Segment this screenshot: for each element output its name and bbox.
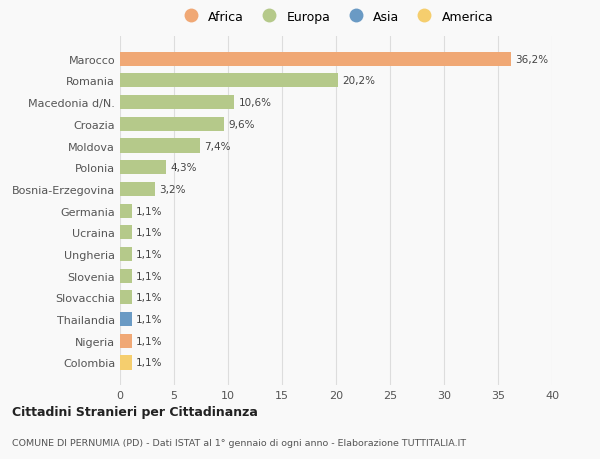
Text: 9,6%: 9,6% (228, 119, 254, 129)
Bar (120, 269, 132, 283)
Text: 1,1%: 1,1% (136, 336, 163, 346)
Bar (120, 291, 132, 305)
Legend: Africa, Europa, Asia, America: Africa, Europa, Asia, America (178, 11, 494, 23)
Bar (120, 183, 155, 196)
Bar (120, 226, 132, 240)
Text: 4,3%: 4,3% (171, 163, 197, 173)
Text: 1,1%: 1,1% (136, 228, 163, 238)
Bar (120, 161, 166, 175)
Text: 7,4%: 7,4% (204, 141, 231, 151)
Text: 3,2%: 3,2% (159, 185, 185, 195)
Bar (120, 139, 200, 153)
Bar (120, 53, 511, 67)
Bar (120, 74, 338, 88)
Text: 1,1%: 1,1% (136, 271, 163, 281)
Text: 1,1%: 1,1% (136, 358, 163, 368)
Bar (120, 96, 235, 110)
Text: 1,1%: 1,1% (136, 206, 163, 216)
Text: 36,2%: 36,2% (515, 55, 548, 65)
Bar (120, 334, 132, 348)
Text: 10,6%: 10,6% (239, 98, 272, 108)
Text: 1,1%: 1,1% (136, 249, 163, 259)
Text: 1,1%: 1,1% (136, 314, 163, 325)
Bar (120, 356, 132, 369)
Bar (120, 312, 132, 326)
Text: COMUNE DI PERNUMIA (PD) - Dati ISTAT al 1° gennaio di ogni anno - Elaborazione T: COMUNE DI PERNUMIA (PD) - Dati ISTAT al … (12, 438, 466, 447)
Text: Cittadini Stranieri per Cittadinanza: Cittadini Stranieri per Cittadinanza (12, 405, 258, 419)
Bar (120, 247, 132, 262)
Bar (120, 118, 224, 132)
Text: 20,2%: 20,2% (343, 76, 376, 86)
Text: 1,1%: 1,1% (136, 293, 163, 303)
Bar (120, 204, 132, 218)
